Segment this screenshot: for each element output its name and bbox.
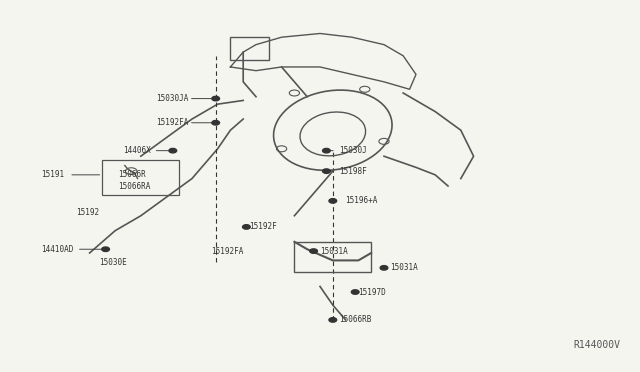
Circle shape <box>323 148 330 153</box>
Text: 15197D: 15197D <box>358 288 386 296</box>
Circle shape <box>310 249 317 253</box>
Bar <box>294 242 371 272</box>
Circle shape <box>102 247 109 251</box>
Text: 15030JA: 15030JA <box>156 94 189 103</box>
Bar <box>230 37 269 60</box>
Text: 15030J: 15030J <box>339 146 367 155</box>
Text: 15031A: 15031A <box>390 263 418 272</box>
Text: 15192: 15192 <box>76 208 99 217</box>
Text: 15191: 15191 <box>41 170 64 179</box>
Text: 15192FA: 15192FA <box>211 247 244 256</box>
Circle shape <box>212 121 220 125</box>
Text: 15031A: 15031A <box>320 247 348 256</box>
Text: 15066RA: 15066RA <box>118 182 151 190</box>
Text: 15198F: 15198F <box>339 167 367 176</box>
Text: 14406X: 14406X <box>123 146 150 155</box>
Text: 15192FA: 15192FA <box>156 118 189 127</box>
Text: 15030E: 15030E <box>99 258 127 267</box>
Circle shape <box>329 318 337 322</box>
Circle shape <box>243 225 250 229</box>
Circle shape <box>212 96 220 101</box>
Text: 15066R: 15066R <box>118 170 146 179</box>
Circle shape <box>329 199 337 203</box>
Text: 15196+A: 15196+A <box>346 196 378 205</box>
Text: 15192F: 15192F <box>250 222 277 231</box>
Circle shape <box>351 290 359 294</box>
Circle shape <box>380 266 388 270</box>
Circle shape <box>169 148 177 153</box>
Circle shape <box>323 169 330 173</box>
Bar <box>102 160 179 195</box>
Text: 14410AD: 14410AD <box>41 245 74 254</box>
Text: 15066RB: 15066RB <box>339 315 372 324</box>
Text: R144000V: R144000V <box>574 340 621 350</box>
